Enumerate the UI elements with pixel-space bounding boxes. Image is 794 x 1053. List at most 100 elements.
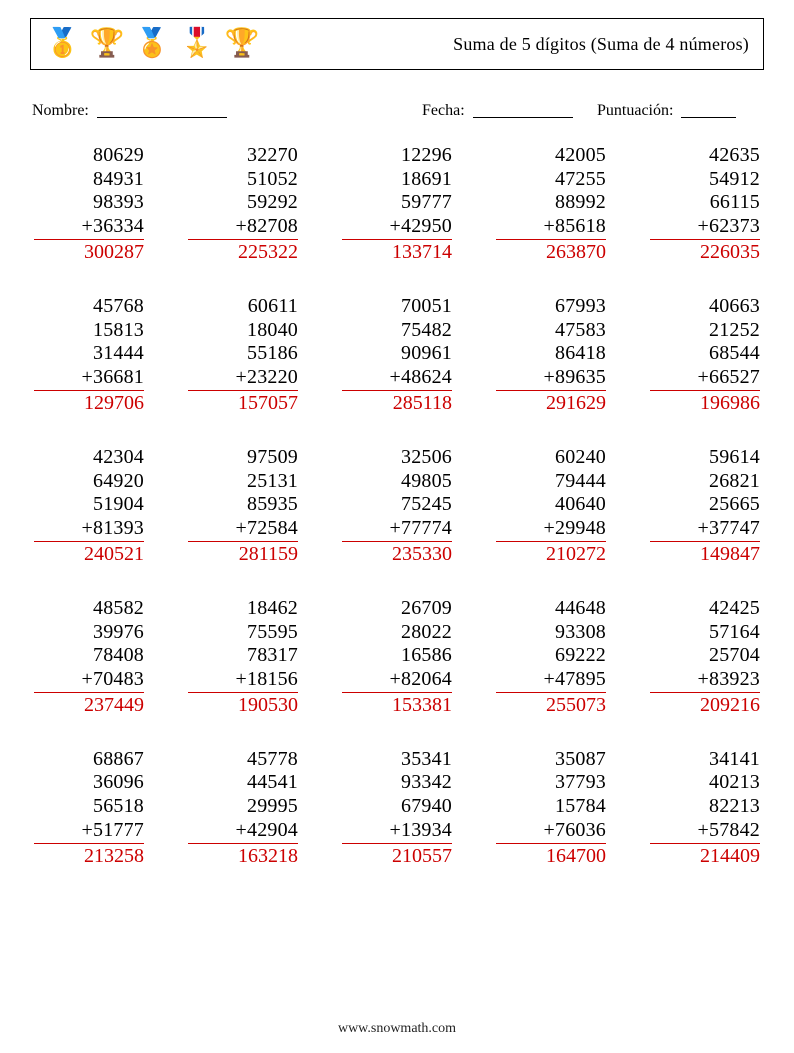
addend-line: 84931	[34, 168, 144, 192]
addition-problem: 322705105259292+82708225322	[188, 144, 298, 265]
answer: 196986	[650, 391, 760, 416]
problems-grid: 806298493198393+36334300287 3227051052592…	[30, 144, 764, 869]
medal-icon: 🏅	[135, 30, 170, 58]
addition-problem: 688673609656518+51777213258	[34, 748, 144, 869]
addend-line: +70483	[34, 668, 144, 694]
addend-line: +76036	[496, 819, 606, 845]
answer: 129706	[34, 391, 144, 416]
addend-line: +47895	[496, 668, 606, 694]
addition-problem: 485823997678408+70483237449	[34, 597, 144, 718]
answer: 153381	[342, 693, 452, 718]
answer: 190530	[188, 693, 298, 718]
answer: 210557	[342, 844, 452, 869]
addend-line: +81393	[34, 517, 144, 543]
addend-line: 26709	[342, 597, 452, 621]
addend-line: 25665	[650, 493, 760, 517]
footer-url: www.snowmath.com	[338, 1021, 456, 1036]
addend-line: 18040	[188, 319, 298, 343]
addend-line: 32506	[342, 446, 452, 470]
name-field: Nombre:	[32, 98, 422, 120]
addend-line: 42635	[650, 144, 760, 168]
addend-line: 15813	[34, 319, 144, 343]
ribbon-icon: 🎖️	[180, 30, 215, 58]
addend-line: 70051	[342, 295, 452, 319]
addend-line: 75245	[342, 493, 452, 517]
addend-line: +82708	[188, 215, 298, 241]
addend-line: +37747	[650, 517, 760, 543]
addend-line: 60611	[188, 295, 298, 319]
addend-line: +18156	[188, 668, 298, 694]
addends: 350873779315784+76036	[496, 748, 606, 844]
addend-line: 66115	[650, 191, 760, 215]
addend-line: 64920	[34, 470, 144, 494]
addition-problem: 350873779315784+76036164700	[496, 748, 606, 869]
answer: 300287	[34, 240, 144, 265]
addition-problem: 426355491266115+62373226035	[650, 144, 760, 265]
addend-line: 32270	[188, 144, 298, 168]
addend-line: 59292	[188, 191, 298, 215]
addend-line: 12296	[342, 144, 452, 168]
addend-line: 54912	[650, 168, 760, 192]
answer: 281159	[188, 542, 298, 567]
addend-line: 28022	[342, 621, 452, 645]
addend-line: 45778	[188, 748, 298, 772]
name-blank[interactable]	[97, 101, 227, 118]
addend-line: +62373	[650, 215, 760, 241]
addend-line: 35341	[342, 748, 452, 772]
answer: 157057	[188, 391, 298, 416]
addend-line: 78317	[188, 644, 298, 668]
date-label: Fecha:	[422, 102, 465, 119]
addend-line: +77774	[342, 517, 452, 543]
addend-line: +66527	[650, 366, 760, 392]
addend-line: 37793	[496, 771, 606, 795]
addend-line: 75595	[188, 621, 298, 645]
addend-line: 86418	[496, 342, 606, 366]
addend-line: 69222	[496, 644, 606, 668]
addition-problem: 406632125268544+66527196986	[650, 295, 760, 416]
addends: 688673609656518+51777	[34, 748, 144, 844]
addends: 700517548290961+48624	[342, 295, 452, 391]
name-label: Nombre:	[32, 102, 89, 119]
answer: 209216	[650, 693, 760, 718]
addend-line: 39976	[34, 621, 144, 645]
addition-problem: 122961869159777+42950133714	[342, 144, 452, 265]
addition-problem: 602407944440640+29948210272	[496, 446, 606, 567]
addend-line: 93308	[496, 621, 606, 645]
addition-problem: 423046492051904+81393240521	[34, 446, 144, 567]
answer: 291629	[496, 391, 606, 416]
addend-line: 40213	[650, 771, 760, 795]
addends: 122961869159777+42950	[342, 144, 452, 240]
answer: 225322	[188, 240, 298, 265]
addition-problem: 184627559578317+18156190530	[188, 597, 298, 718]
addend-line: 18462	[188, 597, 298, 621]
medal-icon: 🥇	[45, 30, 80, 58]
addend-line: 57164	[650, 621, 760, 645]
answer: 226035	[650, 240, 760, 265]
addend-line: 26821	[650, 470, 760, 494]
addend-line: 98393	[34, 191, 144, 215]
addition-problem: 424255716425704+83923209216	[650, 597, 760, 718]
addends: 602407944440640+29948	[496, 446, 606, 542]
date-field: Fecha:	[422, 98, 597, 120]
addends: 267092802216586+82064	[342, 597, 452, 693]
date-blank[interactable]	[473, 101, 573, 118]
addend-line: 49805	[342, 470, 452, 494]
header-box: 🥇 🏆 🏅 🎖️ 🏆 Suma de 5 dígitos (Suma de 4 …	[30, 18, 764, 70]
addend-line: 16586	[342, 644, 452, 668]
addend-line: 25704	[650, 644, 760, 668]
addition-problem: 353419334267940+13934210557	[342, 748, 452, 869]
addends: 596142682125665+37747	[650, 446, 760, 542]
addend-line: +48624	[342, 366, 452, 392]
addition-problem: 457681581331444+36681129706	[34, 295, 144, 416]
addends: 325064980575245+77774	[342, 446, 452, 542]
score-blank[interactable]	[681, 101, 736, 118]
addend-line: 59614	[650, 446, 760, 470]
addend-line: +83923	[650, 668, 760, 694]
addend-line: +85618	[496, 215, 606, 241]
addends: 806298493198393+36334	[34, 144, 144, 240]
addend-line: 47583	[496, 319, 606, 343]
addends: 353419334267940+13934	[342, 748, 452, 844]
addend-line: 78408	[34, 644, 144, 668]
addends: 446489330869222+47895	[496, 597, 606, 693]
addend-line: 44648	[496, 597, 606, 621]
